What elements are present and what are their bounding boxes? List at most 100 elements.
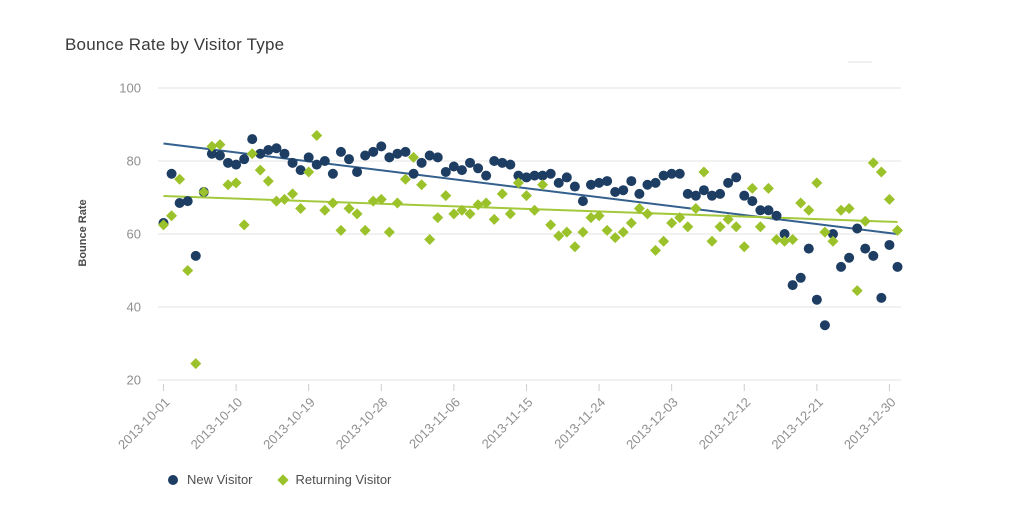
new-visitor-point[interactable] — [545, 168, 556, 179]
returning-visitor-point[interactable] — [843, 202, 855, 214]
returning-visitor-point[interactable] — [666, 217, 678, 229]
returning-visitor-point[interactable] — [335, 224, 347, 236]
new-visitor-point[interactable] — [303, 152, 314, 163]
returning-visitor-point[interactable] — [270, 195, 282, 207]
new-visitor-point[interactable] — [335, 146, 346, 157]
returning-visitor-point[interactable] — [738, 241, 750, 253]
returning-visitor-point[interactable] — [819, 226, 831, 238]
new-visitor-point[interactable] — [537, 170, 548, 181]
returning-visitor-point[interactable] — [496, 188, 508, 200]
new-visitor-point[interactable] — [706, 190, 717, 201]
new-visitor-point[interactable] — [682, 188, 693, 199]
returning-visitor-point[interactable] — [714, 221, 726, 233]
new-visitor-point[interactable] — [795, 272, 806, 283]
returning-visitor-point[interactable] — [311, 129, 323, 141]
returning-visitor-point[interactable] — [254, 164, 266, 176]
new-visitor-point[interactable] — [182, 196, 193, 207]
new-visitor-point[interactable] — [561, 172, 572, 183]
returning-visitor-point[interactable] — [480, 197, 492, 209]
returning-visitor-point[interactable] — [875, 166, 887, 178]
returning-visitor-point[interactable] — [287, 188, 299, 200]
new-visitor-point[interactable] — [239, 154, 250, 165]
new-visitor-point[interactable] — [521, 172, 532, 183]
new-visitor-point[interactable] — [279, 148, 290, 159]
returning-visitor-point[interactable] — [609, 232, 621, 244]
new-visitor-point[interactable] — [311, 159, 322, 170]
new-visitor-point[interactable] — [465, 157, 476, 168]
returning-visitor-point[interactable] — [641, 208, 653, 220]
returning-visitor-point[interactable] — [553, 230, 565, 242]
returning-visitor-point[interactable] — [698, 166, 710, 178]
returning-visitor-point[interactable] — [633, 202, 645, 214]
returning-visitor-point[interactable] — [238, 219, 250, 231]
returning-visitor-point[interactable] — [295, 202, 307, 214]
returning-visitor-point[interactable] — [585, 212, 597, 224]
new-visitor-point[interactable] — [206, 148, 217, 159]
new-visitor-point[interactable] — [368, 146, 379, 157]
new-visitor-point[interactable] — [360, 150, 371, 161]
new-visitor-point[interactable] — [384, 152, 395, 163]
new-visitor-point[interactable] — [892, 261, 903, 272]
new-visitor-point[interactable] — [271, 143, 282, 154]
returning-visitor-point[interactable] — [537, 179, 549, 191]
returning-visitor-point[interactable] — [577, 226, 589, 238]
returning-visitor-point[interactable] — [746, 182, 758, 194]
new-visitor-point[interactable] — [803, 243, 814, 254]
new-visitor-point[interactable] — [376, 141, 387, 152]
returning-visitor-point[interactable] — [803, 204, 815, 216]
new-visitor-point[interactable] — [577, 196, 588, 207]
legend-item-returning-visitor[interactable]: Returning Visitor — [276, 472, 391, 487]
returning-visitor-point[interactable] — [569, 241, 581, 253]
new-visitor-point[interactable] — [690, 190, 701, 201]
new-visitor-point[interactable] — [852, 223, 863, 234]
new-visitor-point[interactable] — [392, 148, 403, 159]
new-visitor-point[interactable] — [327, 168, 338, 179]
new-visitor-point[interactable] — [771, 210, 782, 221]
new-visitor-point[interactable] — [827, 229, 838, 239]
returning-visitor-point[interactable] — [182, 265, 194, 276]
returning-visitor-point[interactable] — [383, 226, 395, 238]
new-visitor-point[interactable] — [214, 150, 225, 161]
new-visitor-point[interactable] — [190, 250, 201, 261]
new-visitor-point[interactable] — [287, 157, 298, 168]
new-visitor-point[interactable] — [231, 159, 242, 170]
returning-visitor-point[interactable] — [246, 148, 258, 160]
returning-visitor-point[interactable] — [230, 177, 242, 189]
returning-visitor-point[interactable] — [625, 217, 637, 229]
new-visitor-point[interactable] — [594, 177, 605, 188]
returning-visitor-point[interactable] — [464, 208, 476, 220]
returning-visitor-point[interactable] — [722, 213, 734, 225]
new-visitor-point[interactable] — [481, 170, 492, 181]
new-visitor-point[interactable] — [618, 185, 629, 196]
new-visitor-point[interactable] — [642, 179, 653, 190]
returning-visitor-point[interactable] — [601, 224, 613, 236]
returning-visitor-point[interactable] — [762, 182, 774, 194]
returning-visitor-point[interactable] — [158, 219, 169, 231]
new-visitor-point[interactable] — [731, 172, 742, 183]
returning-visitor-point[interactable] — [343, 202, 355, 214]
new-visitor-point[interactable] — [473, 163, 484, 174]
new-visitor-point[interactable] — [819, 320, 830, 331]
returning-visitor-point[interactable] — [593, 210, 605, 222]
new-visitor-point[interactable] — [456, 165, 467, 176]
new-visitor-point[interactable] — [344, 154, 355, 165]
returning-visitor-point[interactable] — [779, 235, 791, 247]
returning-visitor-point[interactable] — [440, 190, 452, 202]
new-visitor-point[interactable] — [779, 229, 790, 239]
new-visitor-point[interactable] — [489, 156, 500, 166]
new-visitor-point[interactable] — [674, 168, 685, 179]
new-visitor-point[interactable] — [763, 205, 774, 216]
returning-visitor-point[interactable] — [771, 233, 783, 245]
returning-visitor-point[interactable] — [375, 193, 387, 205]
new-visitor-point[interactable] — [497, 157, 508, 168]
new-visitor-point[interactable] — [666, 168, 677, 179]
returning-visitor-point[interactable] — [424, 233, 436, 245]
returning-visitor-point[interactable] — [674, 212, 686, 224]
returning-visitor-point[interactable] — [408, 151, 420, 163]
new-visitor-point[interactable] — [400, 146, 411, 157]
new-visitor-point[interactable] — [747, 196, 758, 207]
new-visitor-point[interactable] — [553, 177, 564, 188]
new-visitor-point[interactable] — [319, 156, 330, 166]
new-visitor-point[interactable] — [352, 166, 363, 177]
returning-visitor-point[interactable] — [795, 197, 807, 209]
